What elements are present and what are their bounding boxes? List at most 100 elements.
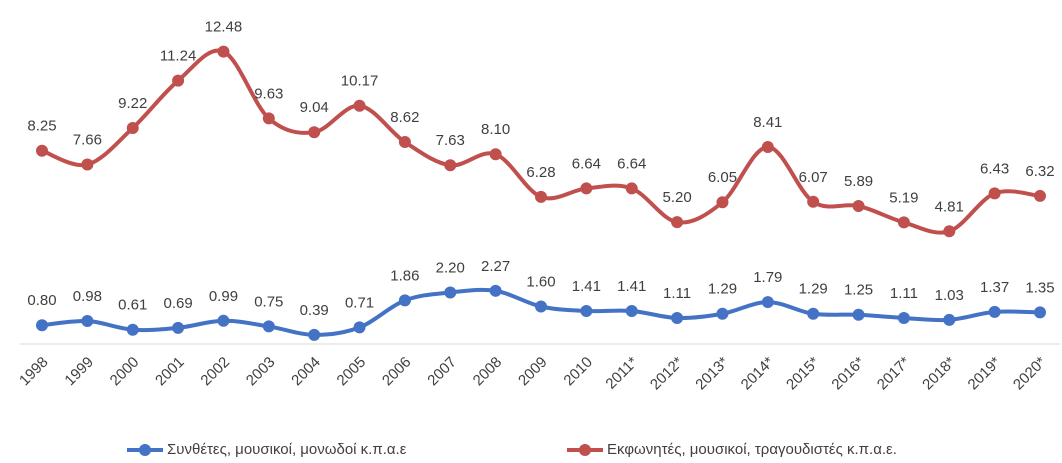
- data-label: 1.29: [708, 281, 737, 298]
- x-tick-label: 2007: [424, 354, 460, 390]
- x-tick-label: 2018*: [919, 354, 959, 394]
- data-label: 5.89: [844, 173, 873, 190]
- point: [1034, 306, 1046, 319]
- data-label: 5.19: [889, 189, 918, 206]
- point: [671, 311, 684, 324]
- point: [172, 321, 185, 334]
- point: [217, 45, 230, 58]
- point: [807, 307, 820, 320]
- legend-marker: [579, 444, 591, 456]
- point: [671, 216, 684, 229]
- point: [36, 319, 48, 332]
- data-label: 1.03: [935, 287, 964, 304]
- point: [444, 286, 457, 299]
- point: [580, 304, 593, 317]
- legend-marker: [139, 444, 151, 456]
- point: [535, 300, 547, 313]
- data-label: 6.32: [1025, 163, 1054, 180]
- data-label: 6.28: [526, 164, 555, 181]
- point: [852, 200, 865, 213]
- x-tick-label: 1999: [61, 354, 97, 390]
- data-label: 2.27: [481, 258, 510, 275]
- data-label: 9.04: [300, 99, 329, 116]
- x-tick-label: 2009: [515, 354, 551, 390]
- point: [126, 121, 139, 134]
- x-tick-label: 2012*: [647, 354, 687, 394]
- legend-label: Εκφωνητές, μουσικοί, τραγουδιστές κ.π.α.…: [607, 441, 897, 458]
- data-label: 0.69: [163, 295, 192, 312]
- data-label: 0.39: [300, 302, 329, 319]
- data-label: 1.11: [890, 285, 918, 302]
- point: [943, 225, 956, 238]
- data-label: 2.20: [436, 259, 465, 276]
- point: [943, 313, 956, 326]
- x-tick-label: 2006: [379, 354, 415, 390]
- x-tick-label: 2005: [334, 354, 370, 390]
- x-tick-label: 2004: [288, 354, 324, 390]
- data-label: 5.20: [662, 189, 691, 206]
- point: [489, 148, 502, 161]
- data-label: 6.07: [799, 169, 828, 186]
- point: [580, 182, 593, 195]
- point: [81, 315, 94, 328]
- point: [353, 321, 366, 334]
- point: [217, 314, 230, 327]
- data-label: 0.71: [345, 294, 374, 311]
- data-label: 1.41: [572, 278, 601, 295]
- point: [716, 196, 729, 209]
- point: [716, 307, 729, 320]
- point: [1034, 189, 1046, 202]
- point: [262, 320, 275, 333]
- point: [262, 112, 275, 125]
- data-label: 6.05: [708, 169, 737, 186]
- point: [535, 190, 547, 203]
- data-label: 6.43: [980, 160, 1009, 177]
- data-label: 10.17: [341, 73, 379, 90]
- x-tick-label: 2003: [243, 354, 279, 390]
- x-tick-label: 2020*: [1010, 354, 1050, 394]
- data-label: 8.25: [27, 118, 56, 135]
- data-label: 1.25: [844, 282, 873, 299]
- x-tick-label: 2011*: [602, 353, 641, 392]
- x-tick-label: 2008: [470, 354, 506, 390]
- point: [308, 328, 321, 341]
- x-tick-label: 2001: [152, 354, 188, 390]
- x-tick-label: 2017*: [874, 354, 914, 394]
- point: [988, 187, 1001, 200]
- data-label: 0.61: [118, 297, 147, 314]
- point: [625, 304, 638, 317]
- x-tick-label: 2019*: [965, 354, 1005, 394]
- point: [489, 284, 502, 297]
- point: [625, 182, 638, 195]
- point: [308, 126, 321, 139]
- point: [897, 311, 910, 324]
- data-label: 1.35: [1025, 279, 1054, 296]
- x-tick-label: 2002: [197, 354, 233, 390]
- point: [444, 159, 457, 172]
- data-label: 9.63: [254, 85, 283, 102]
- data-label: 1.60: [526, 273, 555, 290]
- data-label: 1.29: [799, 281, 828, 298]
- point: [897, 216, 910, 229]
- data-label: 1.86: [390, 267, 419, 284]
- data-label: 1.37: [980, 279, 1009, 296]
- data-label: 9.22: [118, 95, 147, 112]
- data-label: 8.41: [753, 114, 782, 131]
- point: [761, 296, 774, 309]
- x-tick-label: 2013*: [692, 354, 732, 394]
- point: [761, 140, 774, 153]
- x-tick-label: 1998: [16, 354, 52, 390]
- data-label: 6.64: [617, 155, 646, 172]
- data-label: 0.75: [254, 293, 283, 310]
- point: [172, 74, 185, 87]
- point: [353, 99, 366, 112]
- data-label: 1.11: [663, 285, 691, 302]
- point: [807, 195, 820, 208]
- x-tick-label: 2015*: [783, 354, 823, 394]
- x-tick-label: 2016*: [828, 354, 868, 394]
- point: [126, 323, 139, 336]
- x-tick-label: 2000: [107, 354, 143, 390]
- point: [398, 136, 411, 149]
- point: [81, 158, 94, 171]
